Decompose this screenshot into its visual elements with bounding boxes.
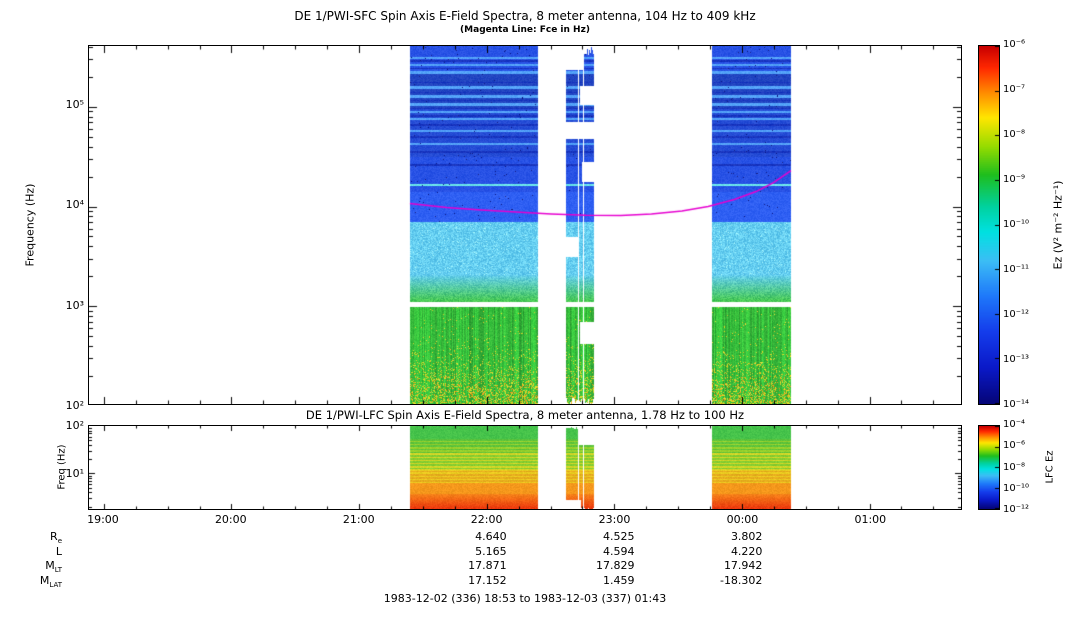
ephemeris-value: 17.942 — [723, 559, 763, 573]
sfc-colorbar-tick-label: 10⁻¹³ — [1003, 354, 1030, 365]
ephemeris-value: 4.640 — [475, 530, 507, 543]
ephemeris-row-label: MLAT — [39, 573, 62, 589]
sfc-colorbar-tick-label: 10⁻¹¹ — [1003, 264, 1030, 275]
ephemeris-value: -18.302 — [719, 573, 763, 587]
ephemeris-value: 3.802 — [730, 530, 763, 543]
lfc-colorbar-tick-label: 10⁻⁸ — [1003, 461, 1026, 473]
sfc-y-axis-label: Frequency (Hz) — [23, 183, 37, 267]
lfc-spectrogram-canvas — [89, 426, 961, 509]
lfc-y-tick-label: 10¹ — [65, 466, 84, 480]
sfc-colorbar-axis-label: Ez (V² m⁻² Hz⁻¹) — [1051, 180, 1065, 270]
sfc-colorbar-tick-label: 10⁻⁷ — [1003, 84, 1026, 95]
sfc-colorbar — [978, 45, 1000, 405]
ephemeris-value: 4.594 — [602, 544, 635, 558]
ephemeris-row-label: L — [55, 544, 62, 558]
lfc-spectrogram-panel — [88, 425, 962, 510]
lfc-colorbar-tick-label: 10⁻⁴ — [1003, 419, 1026, 430]
lfc-title: DE 1/PWI-LFC Spin Axis E-Field Spectra, … — [305, 408, 745, 422]
lfc-colorbar-gradient — [979, 426, 999, 509]
ephemeris-value: 4.220 — [730, 544, 763, 558]
x-axis-tick-label: 00:00 — [726, 513, 759, 526]
lfc-colorbar-tick-label: 10⁻¹⁰ — [1003, 482, 1030, 494]
ephemeris-value: 17.871 — [468, 559, 507, 573]
x-axis-tick-label: 19:00 — [87, 513, 119, 526]
sfc-colorbar-tick-label: 10⁻⁹ — [1003, 174, 1026, 185]
x-axis-tick-label: 22:00 — [470, 513, 503, 526]
fce-subtitle: (Magenta Line: Fce in Hz) — [460, 25, 590, 35]
x-axis-tick-label: 23:00 — [598, 513, 631, 526]
lfc-y-tick-label: 10² — [65, 419, 84, 432]
sfc-colorbar-tick-label: 10⁻¹² — [1003, 309, 1030, 320]
sfc-spectrogram-canvas — [89, 46, 961, 404]
sfc-y-tick-label: 10⁵ — [65, 98, 84, 112]
sfc-colorbar-gradient — [979, 46, 999, 404]
lfc-colorbar-axis-label: LFC Ez — [1044, 450, 1056, 484]
sfc-spectrogram-panel — [88, 45, 962, 405]
sfc-colorbar-tick-label: 10⁻⁸ — [1003, 129, 1026, 140]
sfc-colorbar-tick-label: 10⁻¹⁰ — [1003, 219, 1030, 230]
ephemeris-value: 4.525 — [602, 530, 635, 543]
x-axis-tick-label: 20:00 — [214, 513, 247, 526]
sfc-colorbar-tick-label: 10⁻¹⁴ — [1003, 399, 1030, 410]
ephemeris-row-label: Re — [50, 530, 62, 546]
ephemeris-value: 5.165 — [475, 544, 507, 558]
time-range-caption: 1983-12-02 (336) 18:53 to 1983-12-03 (33… — [383, 592, 667, 605]
ephemeris-value: 17.829 — [595, 559, 635, 573]
sfc-y-tick-label: 10² — [65, 398, 84, 412]
x-axis-tick-label: 01:00 — [854, 513, 887, 526]
x-axis-tick-label: 21:00 — [342, 513, 375, 526]
lfc-colorbar — [978, 425, 1000, 510]
lfc-colorbar-tick-label: 10⁻⁶ — [1003, 440, 1026, 452]
ephemeris-value: 1.459 — [602, 573, 635, 587]
sfc-y-tick-label: 10³ — [65, 298, 84, 312]
sfc-title: DE 1/PWI-SFC Spin Axis E-Field Spectra, … — [294, 9, 756, 23]
sfc-y-tick-label: 10⁴ — [65, 198, 84, 212]
lfc-colorbar-tick-label: 10⁻¹² — [1003, 504, 1030, 515]
sfc-colorbar-tick-label: 10⁻⁶ — [1003, 39, 1026, 50]
ephemeris-row-label: MLT — [45, 559, 62, 575]
ephemeris-value: 17.152 — [468, 573, 507, 587]
